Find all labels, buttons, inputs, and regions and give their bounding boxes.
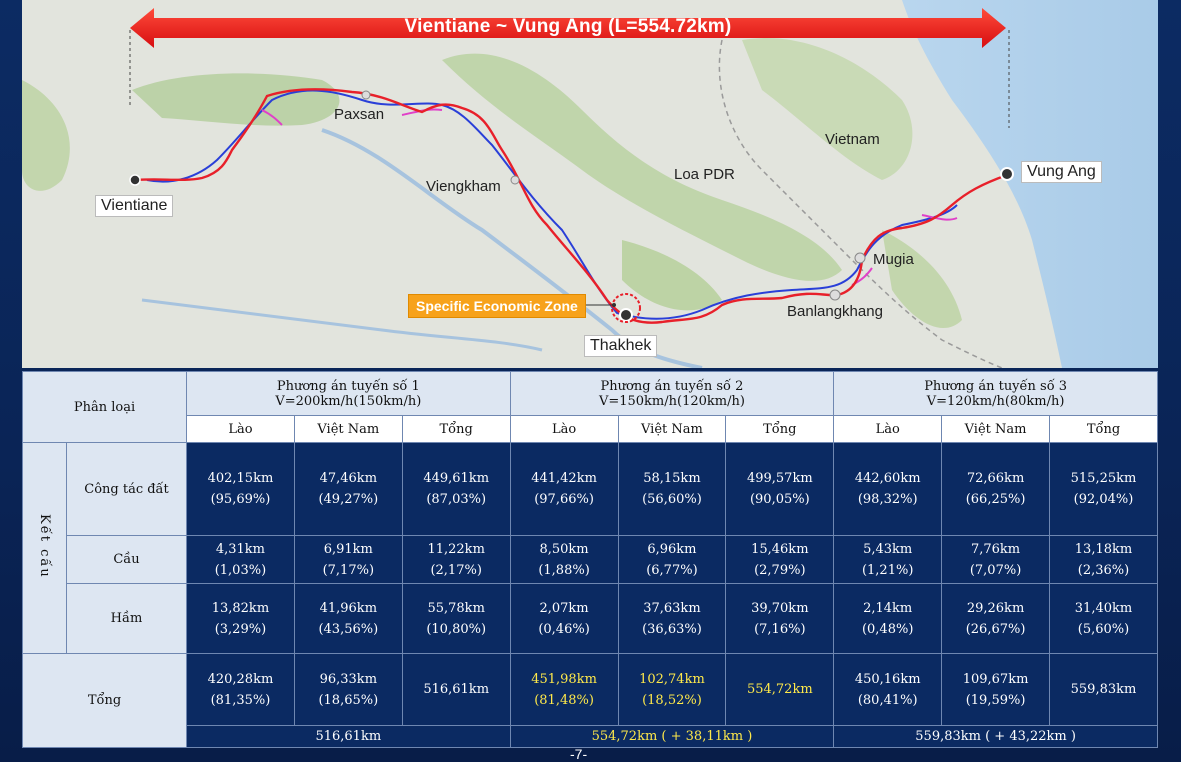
option-1-header: Phương án tuyến số 1 V=200km/h(150km/h) — [186, 371, 511, 416]
summary-option-2: 554,72km ( + 38,11km ) — [509, 725, 835, 748]
table-cell-highlight: 451,98km (81,48%) — [509, 653, 619, 726]
table-cell: 402,15km (95,69%) — [186, 442, 295, 536]
table-cell: 499,57km (90,05%) — [725, 442, 835, 536]
place-banlangkhang: Banlangkhang — [787, 303, 883, 320]
table-cell: 449,61km (87,03%) — [401, 442, 511, 536]
place-vietnam: Vietnam — [825, 131, 880, 148]
table-cell: 13,82km (3,29%) — [186, 583, 295, 654]
table-cell-highlight: 554,72km — [725, 653, 835, 726]
table-row-earthwork: Kết cấu Công tác đất 402,15km (95,69%) 47… — [22, 442, 1158, 654]
subheader-vietnam: Việt Nam — [941, 415, 1050, 443]
row-label-total: Tổng — [22, 653, 187, 748]
place-paxsan: Paxsan — [334, 106, 385, 123]
table-cell: 420,28km (81,35%) — [186, 653, 295, 726]
table-cell: 4,31km (1,03%) — [186, 535, 295, 584]
route-map: Vientiane ~ Vung Ang (L=554.72km) Vienti… — [22, 0, 1158, 368]
table-cell: 441,42km (97,66%) — [509, 442, 619, 536]
place-mugia: Mugia — [873, 251, 914, 268]
double-arrow-icon — [130, 8, 1006, 48]
table-cell: 29,26km (26,67%) — [941, 583, 1050, 654]
option-2-title: Phương án tuyến số 2 — [600, 378, 744, 394]
table-row-summary: 516,61km 554,72km ( + 38,11km ) 559,83km… — [23, 725, 1158, 748]
subheader-lao: Lào — [509, 415, 619, 443]
table-cell: 41,96km (43,56%) — [293, 583, 403, 654]
table-row-bridge: Cầu 4,31km (1,03%) 6,91km (7,17%) 11,22km(… — [23, 535, 1158, 584]
table-cell: 55,78km (10,80%) — [401, 583, 511, 654]
subheader-total: Tổng — [725, 415, 835, 443]
summary-option-3: 559,83km ( + 43,22km ) — [833, 725, 1158, 748]
row-label-earthwork: Công tác đất — [66, 442, 187, 536]
special-economic-zone-label: Specific Economic Zone — [408, 294, 586, 318]
option-1-speed: V=200km/h(150km/h) — [275, 393, 422, 409]
table-cell: 31,40km (5,60%) — [1049, 583, 1158, 654]
option-1-title: Phương án tuyến số 1 — [276, 378, 420, 394]
structure-label: Kết cấu — [37, 513, 52, 579]
structure-label-cell: Kết cấu — [22, 442, 67, 654]
table-cell: 8,50km (1,88%) — [509, 535, 619, 584]
table-cell: 11,22km (2,17%) — [401, 535, 511, 584]
banner-title: Vientiane ~ Vung Ang (L=554.72km) — [404, 16, 732, 37]
table-cell: 450,16km (80,41%) — [833, 653, 943, 726]
option-2-speed: V=150km/h(120km/h) — [598, 393, 745, 409]
table-cell: 5,43km (1,21%) — [833, 535, 943, 584]
table-header-row: Phân loại Phương án tuyến số 1 V=200km/h… — [22, 371, 1158, 443]
subheader-total: Tổng — [1049, 415, 1158, 443]
table-cell: 96,33km (18,65%) — [293, 653, 403, 726]
subheader-vietnam: Việt Nam — [293, 415, 403, 443]
table-cell: 47,46km (49,27%) — [293, 442, 403, 536]
summary-option-1: 516,61km — [186, 725, 511, 748]
table-cell: 442,60km (98,32%) — [833, 442, 943, 536]
category-header: Phân loại — [22, 371, 187, 443]
place-loa-pdr: Loa PDR — [674, 166, 735, 183]
subheader-lao: Lào — [833, 415, 943, 443]
option-3-title: Phương án tuyến số 3 — [924, 378, 1068, 394]
row-label-bridge: Cầu — [66, 535, 187, 584]
table-cell: 13,18km (2,36%) — [1049, 535, 1158, 584]
table-row-total: Tổng 420,28km (81,35%) 96,33km (18,65%) 51… — [22, 653, 1158, 748]
option-3-header: Phương án tuyến số 3 V=120km/h(80km/h) — [833, 371, 1158, 416]
place-vientiane: Vientiane — [95, 195, 174, 217]
table-cell: 6,91km (7,17%) — [293, 535, 403, 584]
map-terrain — [22, 0, 1158, 368]
place-thakhek: Thakhek — [584, 335, 658, 357]
table-cell: 58,15km (56,60%) — [617, 442, 727, 536]
table-cell: 39,70km (7,16%) — [725, 583, 835, 654]
table-row-tunnel: Hầm 13,82km (3,29%) 41,96km (43,56%) 55,78… — [23, 583, 1158, 654]
table-cell-highlight: 102,74km (18,52%) — [617, 653, 727, 726]
table-cell: 37,63km (36,63%) — [617, 583, 727, 654]
table-subheader-row: Lào Việt Nam Tổng Lào Việt Nam Tổng Lào … — [23, 415, 1158, 443]
table-cell: 109,67km (19,59%) — [941, 653, 1050, 726]
row-label-tunnel: Hầm — [66, 583, 187, 654]
table-cell: 72,66km (66,25%) — [941, 442, 1050, 536]
place-viengkham: Viengkham — [426, 178, 501, 195]
table-cell: 6,96km (6,77%) — [617, 535, 727, 584]
table-cell: 7,76km (7,07%) — [941, 535, 1050, 584]
table-cell: 559,83km — [1049, 653, 1158, 726]
subheader-vietnam: Việt Nam — [617, 415, 727, 443]
page-number: -7- — [570, 746, 588, 762]
subheader-total: Tổng — [401, 415, 511, 443]
subheader-lao: Lào — [186, 415, 295, 443]
option-3-speed: V=120km/h(80km/h) — [926, 393, 1065, 409]
place-vung-ang: Vung Ang — [1021, 161, 1102, 183]
table-cell: 2,14km (0,48%) — [833, 583, 943, 654]
route-length-banner: Vientiane ~ Vung Ang (L=554.72km) — [130, 8, 1006, 48]
table-cell: 515,25km (92,04%) — [1049, 442, 1158, 536]
table-cell: 2,07km (0,46%) — [509, 583, 619, 654]
route-comparison-table: Phân loại Phương án tuyến số 1 V=200km/h… — [22, 371, 1158, 748]
table-cell: 15,46km (2,79%) — [725, 535, 835, 584]
option-2-header: Phương án tuyến số 2 V=150km/h(120km/h) — [509, 371, 835, 416]
table-cell: 516,61km — [401, 653, 511, 726]
